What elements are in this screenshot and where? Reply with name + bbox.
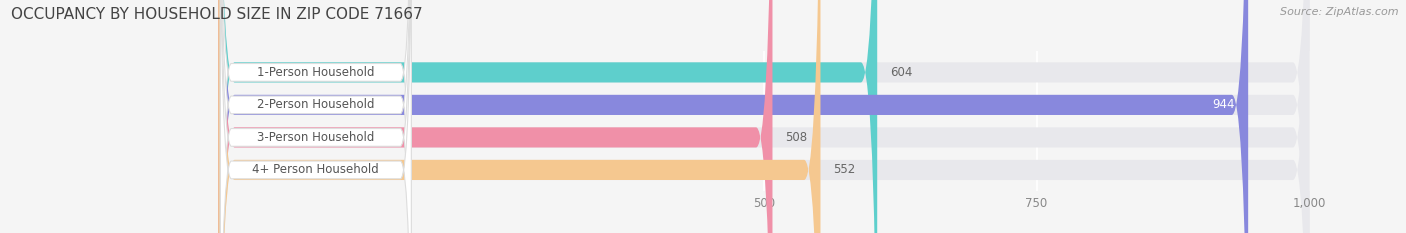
Text: 508: 508 (786, 131, 807, 144)
Text: 2-Person Household: 2-Person Household (257, 98, 374, 111)
FancyBboxPatch shape (218, 0, 772, 233)
Text: 1-Person Household: 1-Person Household (257, 66, 374, 79)
Text: 4+ Person Household: 4+ Person Household (253, 163, 380, 176)
FancyBboxPatch shape (218, 0, 1309, 233)
FancyBboxPatch shape (218, 0, 1309, 233)
Text: 944: 944 (1212, 98, 1234, 111)
FancyBboxPatch shape (221, 0, 412, 233)
FancyBboxPatch shape (221, 0, 412, 233)
FancyBboxPatch shape (221, 0, 412, 233)
FancyBboxPatch shape (218, 0, 1309, 233)
Text: OCCUPANCY BY HOUSEHOLD SIZE IN ZIP CODE 71667: OCCUPANCY BY HOUSEHOLD SIZE IN ZIP CODE … (11, 7, 423, 22)
FancyBboxPatch shape (218, 0, 1309, 233)
Text: 552: 552 (834, 163, 856, 176)
FancyBboxPatch shape (218, 0, 877, 233)
FancyBboxPatch shape (218, 0, 821, 233)
FancyBboxPatch shape (218, 0, 1249, 233)
Text: 3-Person Household: 3-Person Household (257, 131, 374, 144)
Text: 604: 604 (890, 66, 912, 79)
FancyBboxPatch shape (221, 0, 412, 233)
Text: Source: ZipAtlas.com: Source: ZipAtlas.com (1281, 7, 1399, 17)
